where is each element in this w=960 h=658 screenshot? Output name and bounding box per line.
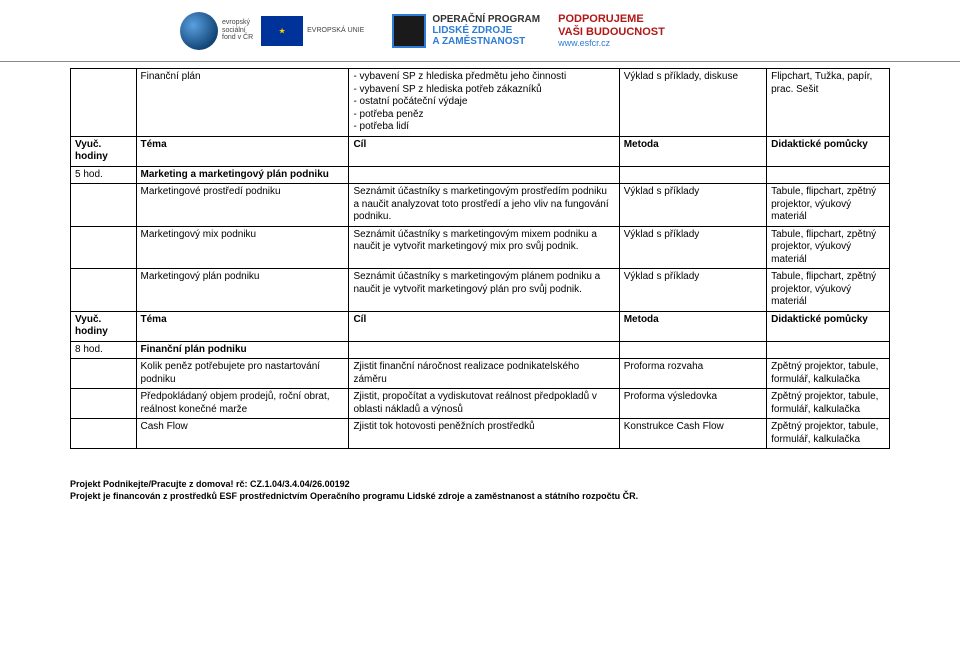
cell-tema: Finanční plán (136, 69, 349, 137)
cell-tema: Marketingový mix podniku (136, 226, 349, 269)
cell-cil: Zjistit finanční náročnost realizace pod… (349, 359, 619, 389)
content-area: Finanční plán - vybavení SP z hlediska p… (0, 62, 960, 449)
cell-cil: Seznámit účastníky s marketingovým prost… (349, 184, 619, 227)
cell-pomucky: Flipchart, Tužka, papír, prac. Sešit (767, 69, 890, 137)
cell-cil: Seznámit účastníky s marketingovým pláne… (349, 269, 619, 312)
cell-metoda: Proforma rozvaha (619, 359, 766, 389)
cell-metoda: Proforma výsledovka (619, 389, 766, 419)
cell-metoda: Konstrukce Cash Flow (619, 419, 766, 449)
cell-pomucky: Zpětný projektor, tabule, formulář, kalk… (767, 359, 890, 389)
eu-flag-icon (261, 16, 303, 46)
podp-line1: PODPORUJEME (558, 13, 665, 25)
esf-text: evropský sociální fond v ČR (222, 19, 253, 42)
cell-cil: Seznámit účastníky s marketingovým mixem… (349, 226, 619, 269)
cell-metoda: Výklad s příklady (619, 226, 766, 269)
table-row: Předpokládaný objem prodejů, roční obrat… (71, 389, 890, 419)
col-hodiny: Vyuč. hodiny (71, 136, 137, 166)
col-tema: Téma (136, 136, 349, 166)
op-icon (392, 14, 426, 48)
cell-pomucky: Tabule, flipchart, zpětný projektor, výu… (767, 184, 890, 227)
cell-tema: Kolik peněz potřebujete pro nastartování… (136, 359, 349, 389)
eu-text: EVROPSKÁ UNIE (307, 27, 364, 35)
col-tema: Téma (136, 311, 349, 341)
table-row: 8 hod. Finanční plán podniku (71, 341, 890, 359)
table-row: Marketingový mix podniku Seznámit účastn… (71, 226, 890, 269)
cell-pomucky: Zpětný projektor, tabule, formulář, kalk… (767, 389, 890, 419)
table-row: Marketingové prostředí podniku Seznámit … (71, 184, 890, 227)
cell-tema: Finanční plán podniku (136, 341, 349, 359)
podporujeme-block: PODPORUJEME VAŠI BUDOUCNOST www.esfcr.cz (558, 13, 665, 47)
col-metoda: Metoda (619, 136, 766, 166)
cell-metoda: Výklad s příklady, diskuse (619, 69, 766, 137)
cell-metoda: Výklad s příklady (619, 184, 766, 227)
cell-pomucky: Zpětný projektor, tabule, formulář, kalk… (767, 419, 890, 449)
curriculum-table: Finanční plán - vybavení SP z hlediska p… (70, 68, 890, 449)
col-metoda: Metoda (619, 311, 766, 341)
table-row: Finanční plán - vybavení SP z hlediska p… (71, 69, 890, 137)
col-cil: Cíl (349, 311, 619, 341)
col-cil: Cíl (349, 136, 619, 166)
cell-tema: Předpokládaný objem prodejů, roční obrat… (136, 389, 349, 419)
cell-tema: Marketing a marketingový plán podniku (136, 166, 349, 184)
table-header-row: Vyuč. hodiny Téma Cíl Metoda Didaktické … (71, 311, 890, 341)
cell-hodiny: 5 hod. (71, 166, 137, 184)
table-header-row: Vyuč. hodiny Téma Cíl Metoda Didaktické … (71, 136, 890, 166)
cell-tema: Marketingové prostředí podniku (136, 184, 349, 227)
cell-cil: Zjistit, propočítat a vydiskutovat reáln… (349, 389, 619, 419)
cell-cil: - vybavení SP z hlediska předmětu jeho č… (349, 69, 619, 137)
footer-line2: Projekt je financován z prostředků ESF p… (70, 491, 890, 503)
table-row: 5 hod. Marketing a marketingový plán pod… (71, 166, 890, 184)
podp-line2: VAŠI BUDOUCNOST (558, 26, 665, 38)
footer: Projekt Podnikejte/Pracujte z domova! rč… (0, 449, 960, 512)
cell-metoda: Výklad s příklady (619, 269, 766, 312)
table-row: Kolik peněz potřebujete pro nastartování… (71, 359, 890, 389)
op-text: OPERAČNÍ PROGRAM LIDSKÉ ZDROJE A ZAMĚSTN… (432, 14, 540, 47)
table-row: Cash Flow Zjistit tok hotovosti peněžníc… (71, 419, 890, 449)
op-logo: OPERAČNÍ PROGRAM LIDSKÉ ZDROJE A ZAMĚSTN… (392, 14, 540, 48)
cell-pomucky: Tabule, flipchart, zpětný projektor, výu… (767, 269, 890, 312)
cell-pomucky: Tabule, flipchart, zpětný projektor, výu… (767, 226, 890, 269)
esf-logo: evropský sociální fond v ČR (180, 6, 253, 56)
logo-header: evropský sociální fond v ČR EVROPSKÁ UNI… (0, 0, 960, 62)
eu-logo: EVROPSKÁ UNIE (261, 6, 364, 56)
cell-tema: Marketingový plán podniku (136, 269, 349, 312)
col-pomucky: Didaktické pomůcky (767, 311, 890, 341)
table-row: Marketingový plán podniku Seznámit účast… (71, 269, 890, 312)
podp-link: www.esfcr.cz (558, 38, 665, 48)
cell-tema: Cash Flow (136, 419, 349, 449)
col-pomucky: Didaktické pomůcky (767, 136, 890, 166)
cell-cil: Zjistit tok hotovosti peněžních prostřed… (349, 419, 619, 449)
esf-icon (180, 12, 218, 50)
cell-hodiny: 8 hod. (71, 341, 137, 359)
col-hodiny: Vyuč. hodiny (71, 311, 137, 341)
footer-line1: Projekt Podnikejte/Pracujte z domova! rč… (70, 479, 890, 491)
